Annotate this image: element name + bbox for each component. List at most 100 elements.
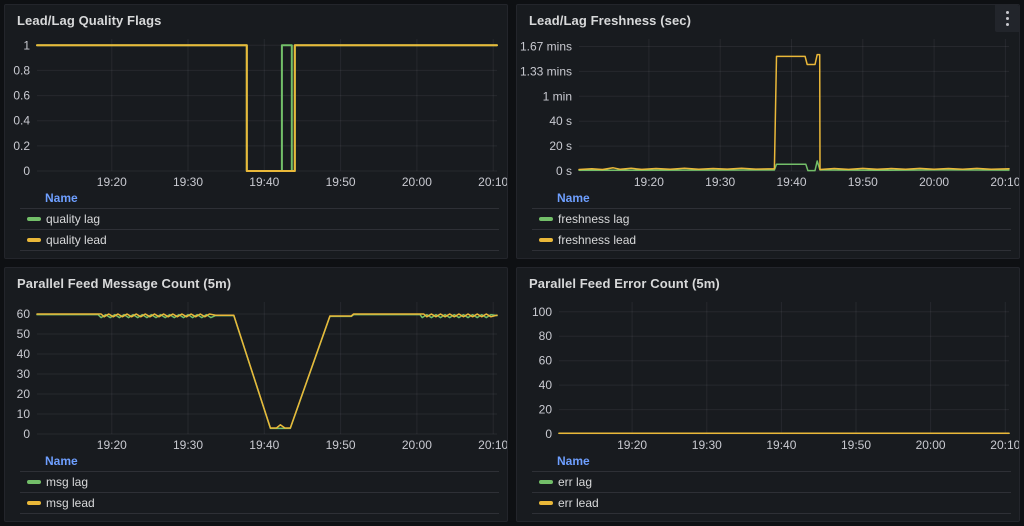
x-tick-label: 19:20 (634, 175, 664, 189)
y-tick-label: 0.6 (13, 89, 30, 103)
legend-item[interactable]: msg lead (20, 492, 499, 513)
y-tick-label: 50 (17, 327, 31, 341)
legend-swatch-icon (27, 480, 41, 484)
x-tick-label: 19:20 (97, 438, 127, 452)
legend-item[interactable]: msg lag (20, 471, 499, 492)
panel-title: Parallel Feed Message Count (5m) (17, 276, 232, 291)
y-tick-label: 1.67 mins (520, 40, 572, 54)
x-tick-label: 19:30 (705, 175, 735, 189)
legend-item[interactable]: err lag (532, 471, 1011, 492)
panel-header[interactable]: Parallel Feed Message Count (5m) (5, 268, 507, 294)
panel-header[interactable]: Lead/Lag Quality Flags (5, 5, 507, 31)
y-tick-label: 0 (23, 164, 30, 178)
y-tick-label: 1.33 mins (520, 64, 572, 78)
y-tick-label: 1 min (543, 89, 572, 103)
y-tick-label: 20 (539, 403, 553, 417)
legend-label: freshness lead (558, 233, 637, 247)
x-tick-label: 19:20 (617, 438, 647, 452)
series-line (36, 44, 498, 172)
x-tick-label: 19:30 (173, 438, 203, 452)
x-tick-label: 19:40 (249, 438, 279, 452)
legend-swatch-icon (539, 501, 553, 505)
series-line (36, 313, 498, 430)
x-tick-label: 20:00 (919, 175, 949, 189)
chart-area-error-count[interactable]: 0 20 40 60 80 100 19:20 19:30 19:40 19:50 20:00 20:… (517, 298, 1019, 452)
y-tick-label: 0 (545, 427, 552, 441)
y-tick-label: 20 s (549, 139, 572, 153)
legend: Name quality lag quality lead (20, 190, 499, 251)
x-tick-label: 19:40 (776, 175, 806, 189)
legend-rows: msg lag msg lead (20, 471, 499, 514)
legend-header-name[interactable]: Name (45, 191, 78, 205)
legend-header-name[interactable]: Name (557, 454, 590, 468)
chart-canvas[interactable]: 0 s 20 s 40 s 1 min 1.33 mins 1.67 mins 19:20 1… (517, 35, 1019, 189)
legend-label: msg lag (46, 475, 89, 489)
y-tick-label: 60 (539, 354, 553, 368)
x-tick-label: 20:10 (478, 175, 507, 189)
y-tick-label: 30 (17, 367, 31, 381)
legend-item[interactable]: err lead (532, 492, 1011, 513)
x-tick-label: 20:00 (402, 175, 432, 189)
y-tick-label: 0 s (556, 164, 572, 178)
legend-header-name[interactable]: Name (45, 454, 78, 468)
x-tick-label: 19:50 (841, 438, 871, 452)
legend-swatch-icon (27, 238, 41, 242)
panel-parallel-feed-message-count: Parallel Feed Message Count (5m) 0 10 20 30… (4, 267, 508, 522)
legend-item[interactable]: quality lag (20, 208, 499, 229)
chart-area-message-count[interactable]: 0 10 20 30 40 50 60 19:20 19:30 19:40 19:50 20:00 20… (5, 298, 507, 452)
y-tick-label: 80 (539, 329, 553, 343)
panel-parallel-feed-error-count: Parallel Feed Error Count (5m) 0 20 40 60 80… (516, 267, 1020, 522)
chart-canvas[interactable]: 0 20 40 60 80 100 19:20 19:30 19:40 19:50 20:00 20:… (517, 298, 1019, 452)
legend: Name err lag err lead (532, 453, 1011, 514)
x-tick-label: 19:40 (249, 175, 279, 189)
y-tick-label: 0.4 (13, 114, 30, 128)
y-tick-label: 0.2 (13, 139, 30, 153)
legend-label: msg lead (46, 496, 95, 510)
series-line (578, 53, 1010, 171)
y-tick-label: 40 (539, 378, 553, 392)
legend-label: freshness lag (558, 212, 630, 226)
x-tick-label: 19:30 (173, 175, 203, 189)
y-tick-label: 20 (17, 387, 31, 401)
series-line (36, 313, 498, 429)
legend-header-name[interactable]: Name (557, 191, 590, 205)
x-tick-label: 20:10 (990, 438, 1019, 452)
chart-area-quality-flags[interactable]: 0 0.2 0.4 0.6 0.8 1 19:20 19:30 19:40 19:50 20:00 2… (5, 35, 507, 189)
y-tick-label: 100 (532, 305, 552, 319)
chart-canvas[interactable]: 0 0.2 0.4 0.6 0.8 1 19:20 19:30 19:40 19:50 20:00 2… (5, 35, 507, 189)
panel-menu-button[interactable] (995, 5, 1019, 32)
legend-swatch-icon (27, 501, 41, 505)
legend-label: err lead (558, 496, 599, 510)
y-tick-label: 40 (17, 347, 31, 361)
x-tick-label: 20:00 (916, 438, 946, 452)
x-tick-label: 20:00 (402, 438, 432, 452)
x-tick-label: 19:50 (326, 438, 356, 452)
chart-area-freshness[interactable]: 0 s 20 s 40 s 1 min 1.33 mins 1.67 mins 19:20 1… (517, 35, 1019, 189)
y-tick-label: 40 s (549, 114, 572, 128)
legend-item[interactable]: freshness lag (532, 208, 1011, 229)
y-tick-label: 60 (17, 307, 31, 321)
panel-title: Parallel Feed Error Count (5m) (529, 276, 720, 291)
y-tick-label: 0.8 (13, 63, 30, 77)
legend-rows: quality lag quality lead (20, 208, 499, 251)
panel-header[interactable]: Parallel Feed Error Count (5m) (517, 268, 1019, 294)
x-tick-label: 19:30 (692, 438, 722, 452)
legend-label: quality lag (46, 212, 101, 226)
x-tick-label: 20:10 (990, 175, 1019, 189)
panel-title: Lead/Lag Freshness (sec) (529, 13, 692, 28)
legend-item[interactable]: quality lead (20, 229, 499, 250)
legend-item[interactable]: freshness lead (532, 229, 1011, 250)
legend-label: err lag (558, 475, 593, 489)
y-tick-label: 10 (17, 407, 31, 421)
chart-canvas[interactable]: 0 10 20 30 40 50 60 19:20 19:30 19:40 19:50 20:00 20… (5, 298, 507, 452)
panel-lead-lag-quality-flags: Lead/Lag Quality Flags 0 0.2 0.4 0.6 0.8 1 19:… (4, 4, 508, 259)
x-tick-label: 19:50 (326, 175, 356, 189)
legend: Name msg lag msg lead (20, 453, 499, 514)
panel-title: Lead/Lag Quality Flags (17, 13, 162, 28)
panel-lead-lag-freshness: Lead/Lag Freshness (sec) 0 s 20 s 40 s 1 mi… (516, 4, 1020, 259)
legend-label: quality lead (46, 233, 107, 247)
y-tick-label: 0 (23, 427, 30, 441)
legend-rows: err lag err lead (532, 471, 1011, 514)
panel-header[interactable]: Lead/Lag Freshness (sec) (517, 5, 1019, 32)
